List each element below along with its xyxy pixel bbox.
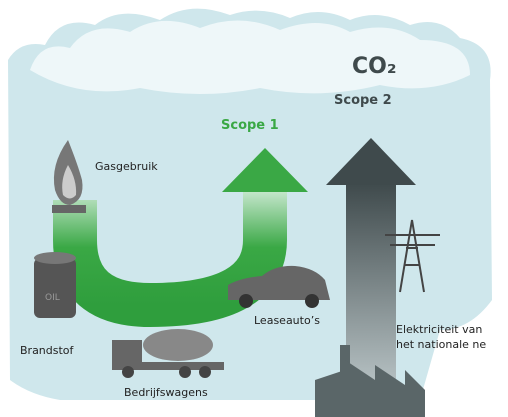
- gas-label: Gasgebruik: [95, 160, 158, 173]
- electricity-label: Elektriciteit van: [396, 323, 482, 336]
- svg-text:OIL: OIL: [45, 293, 60, 303]
- trucks-label: Bedrijfswagens: [124, 386, 208, 399]
- scope1-label: Scope 1: [221, 118, 279, 133]
- co2-label: CO₂: [352, 54, 396, 79]
- electricity-label: het nationale ne: [396, 338, 486, 351]
- diagram: OIL CO₂ Scope 2 Scope 1 Gasgebruik Brand…: [0, 0, 508, 417]
- scope2-label: Scope 2: [334, 93, 392, 108]
- oil-barrel-icon: OIL: [34, 252, 76, 318]
- lease-label: Leaseauto’s: [254, 314, 320, 327]
- fuel-label: Brandstof: [20, 344, 75, 357]
- page: OIL CO₂ Scope 2 Scope 1 Gasgebruik Brand…: [0, 0, 508, 417]
